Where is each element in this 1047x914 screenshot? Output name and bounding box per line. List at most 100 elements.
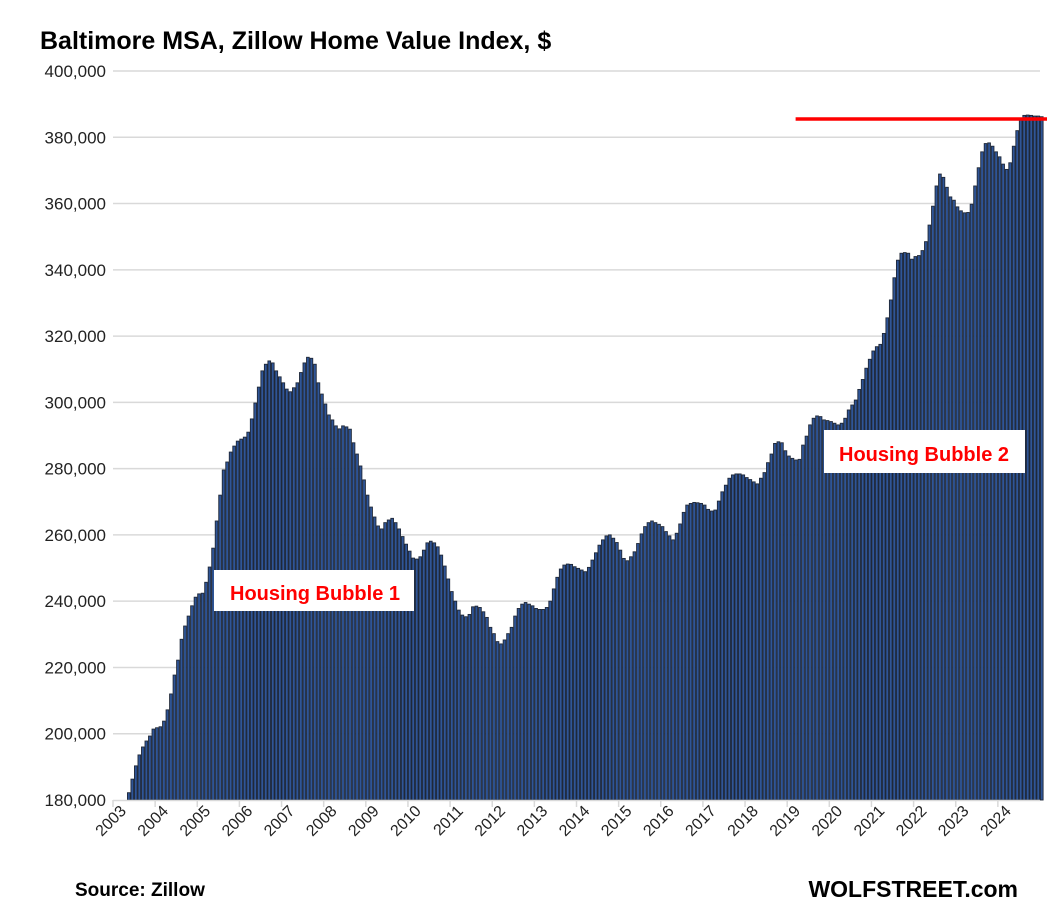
x-axis: 2003 2004 2005 2006 2007 2008 2009 2010 2011 2012… [93, 799, 1040, 840]
bar [801, 444, 805, 801]
y-tick-label: 200,000 [45, 725, 106, 744]
bar [671, 539, 675, 801]
bar [1039, 116, 1044, 801]
bar [393, 522, 398, 801]
bar [727, 477, 732, 801]
bar [432, 542, 437, 801]
bar [453, 600, 458, 801]
bar [945, 186, 949, 801]
bar [144, 740, 149, 801]
bar [639, 533, 644, 801]
bar [706, 508, 710, 801]
bar [650, 520, 654, 801]
x-tick-label: 2020 [809, 803, 846, 840]
bar [759, 477, 763, 801]
bar [586, 566, 591, 801]
bar [790, 457, 795, 801]
bar [895, 259, 900, 801]
bar [565, 563, 570, 801]
bar [341, 425, 345, 801]
x-tick-label: 2019 [767, 803, 804, 840]
x-tick-label: 2024 [978, 803, 1015, 840]
bar [1032, 115, 1037, 801]
bar [169, 693, 173, 801]
bar [562, 564, 567, 801]
bar [741, 474, 746, 801]
bar [337, 428, 342, 801]
bar [976, 167, 981, 801]
bar [583, 571, 588, 801]
x-tick-label: 2014 [556, 803, 593, 840]
bar [555, 576, 559, 801]
bar [874, 346, 879, 801]
bar [151, 728, 156, 801]
bar [794, 459, 798, 801]
bar [713, 509, 718, 801]
bar [200, 592, 205, 801]
annotation-housing-bubble-1: Housing Bubble 1 [214, 570, 414, 611]
x-tick-label: 2004 [135, 803, 172, 840]
bar [934, 185, 939, 801]
bar [1011, 145, 1016, 801]
bar [910, 258, 914, 801]
y-tick-label: 240,000 [45, 592, 106, 611]
bar [734, 473, 739, 801]
x-tick-label: 2009 [345, 803, 382, 840]
y-tick-label: 220,000 [45, 658, 106, 677]
bar [797, 458, 802, 801]
bar [952, 199, 956, 801]
bar [235, 440, 240, 801]
bar [527, 603, 531, 801]
bar [141, 746, 145, 801]
y-tick-label: 180,000 [45, 791, 106, 810]
brand-label: WOLFSTREET.com [808, 876, 1018, 902]
bar [643, 526, 647, 801]
bar [242, 436, 247, 801]
bar [625, 560, 630, 801]
bar [808, 424, 812, 801]
x-tick-label: 2015 [598, 803, 635, 840]
bar [688, 502, 693, 801]
bar [590, 559, 595, 801]
source-label: Source: Zillow [75, 880, 205, 901]
bar [348, 428, 352, 801]
bar [1029, 114, 1034, 801]
bar [576, 567, 581, 801]
y-tick-label: 380,000 [45, 128, 106, 147]
bar [193, 596, 198, 801]
bar [681, 511, 686, 801]
bar [450, 591, 454, 801]
x-tick-label: 2018 [725, 803, 762, 840]
bar [334, 425, 338, 801]
y-tick-label: 400,000 [45, 62, 106, 81]
bar [1025, 114, 1030, 801]
bar [653, 522, 658, 801]
x-tick-label: 2005 [177, 803, 214, 840]
bar [773, 443, 777, 801]
bar [126, 792, 131, 801]
bar [485, 616, 489, 801]
bar [464, 616, 468, 801]
bar [920, 250, 925, 801]
bar [228, 451, 233, 801]
bar [723, 484, 728, 801]
bar [973, 185, 977, 801]
bar [955, 206, 960, 801]
bar [878, 343, 883, 801]
bar [780, 442, 784, 801]
bar [695, 502, 700, 801]
bar [495, 641, 500, 801]
bar [488, 626, 493, 801]
y-axis-tick-labels: 180,000 200,000 220,000 240,000 260,000 280,0… [45, 62, 106, 810]
bar [594, 552, 598, 801]
bar [425, 542, 430, 801]
bar [358, 465, 363, 801]
bar [618, 549, 623, 801]
bar [766, 462, 770, 801]
y-tick-label: 340,000 [45, 261, 106, 280]
bar [716, 500, 721, 801]
bar [1008, 162, 1012, 801]
bar [702, 504, 707, 801]
annotation-housing-bubble-2: Housing Bubble 2 [824, 430, 1025, 473]
bar [134, 765, 138, 801]
